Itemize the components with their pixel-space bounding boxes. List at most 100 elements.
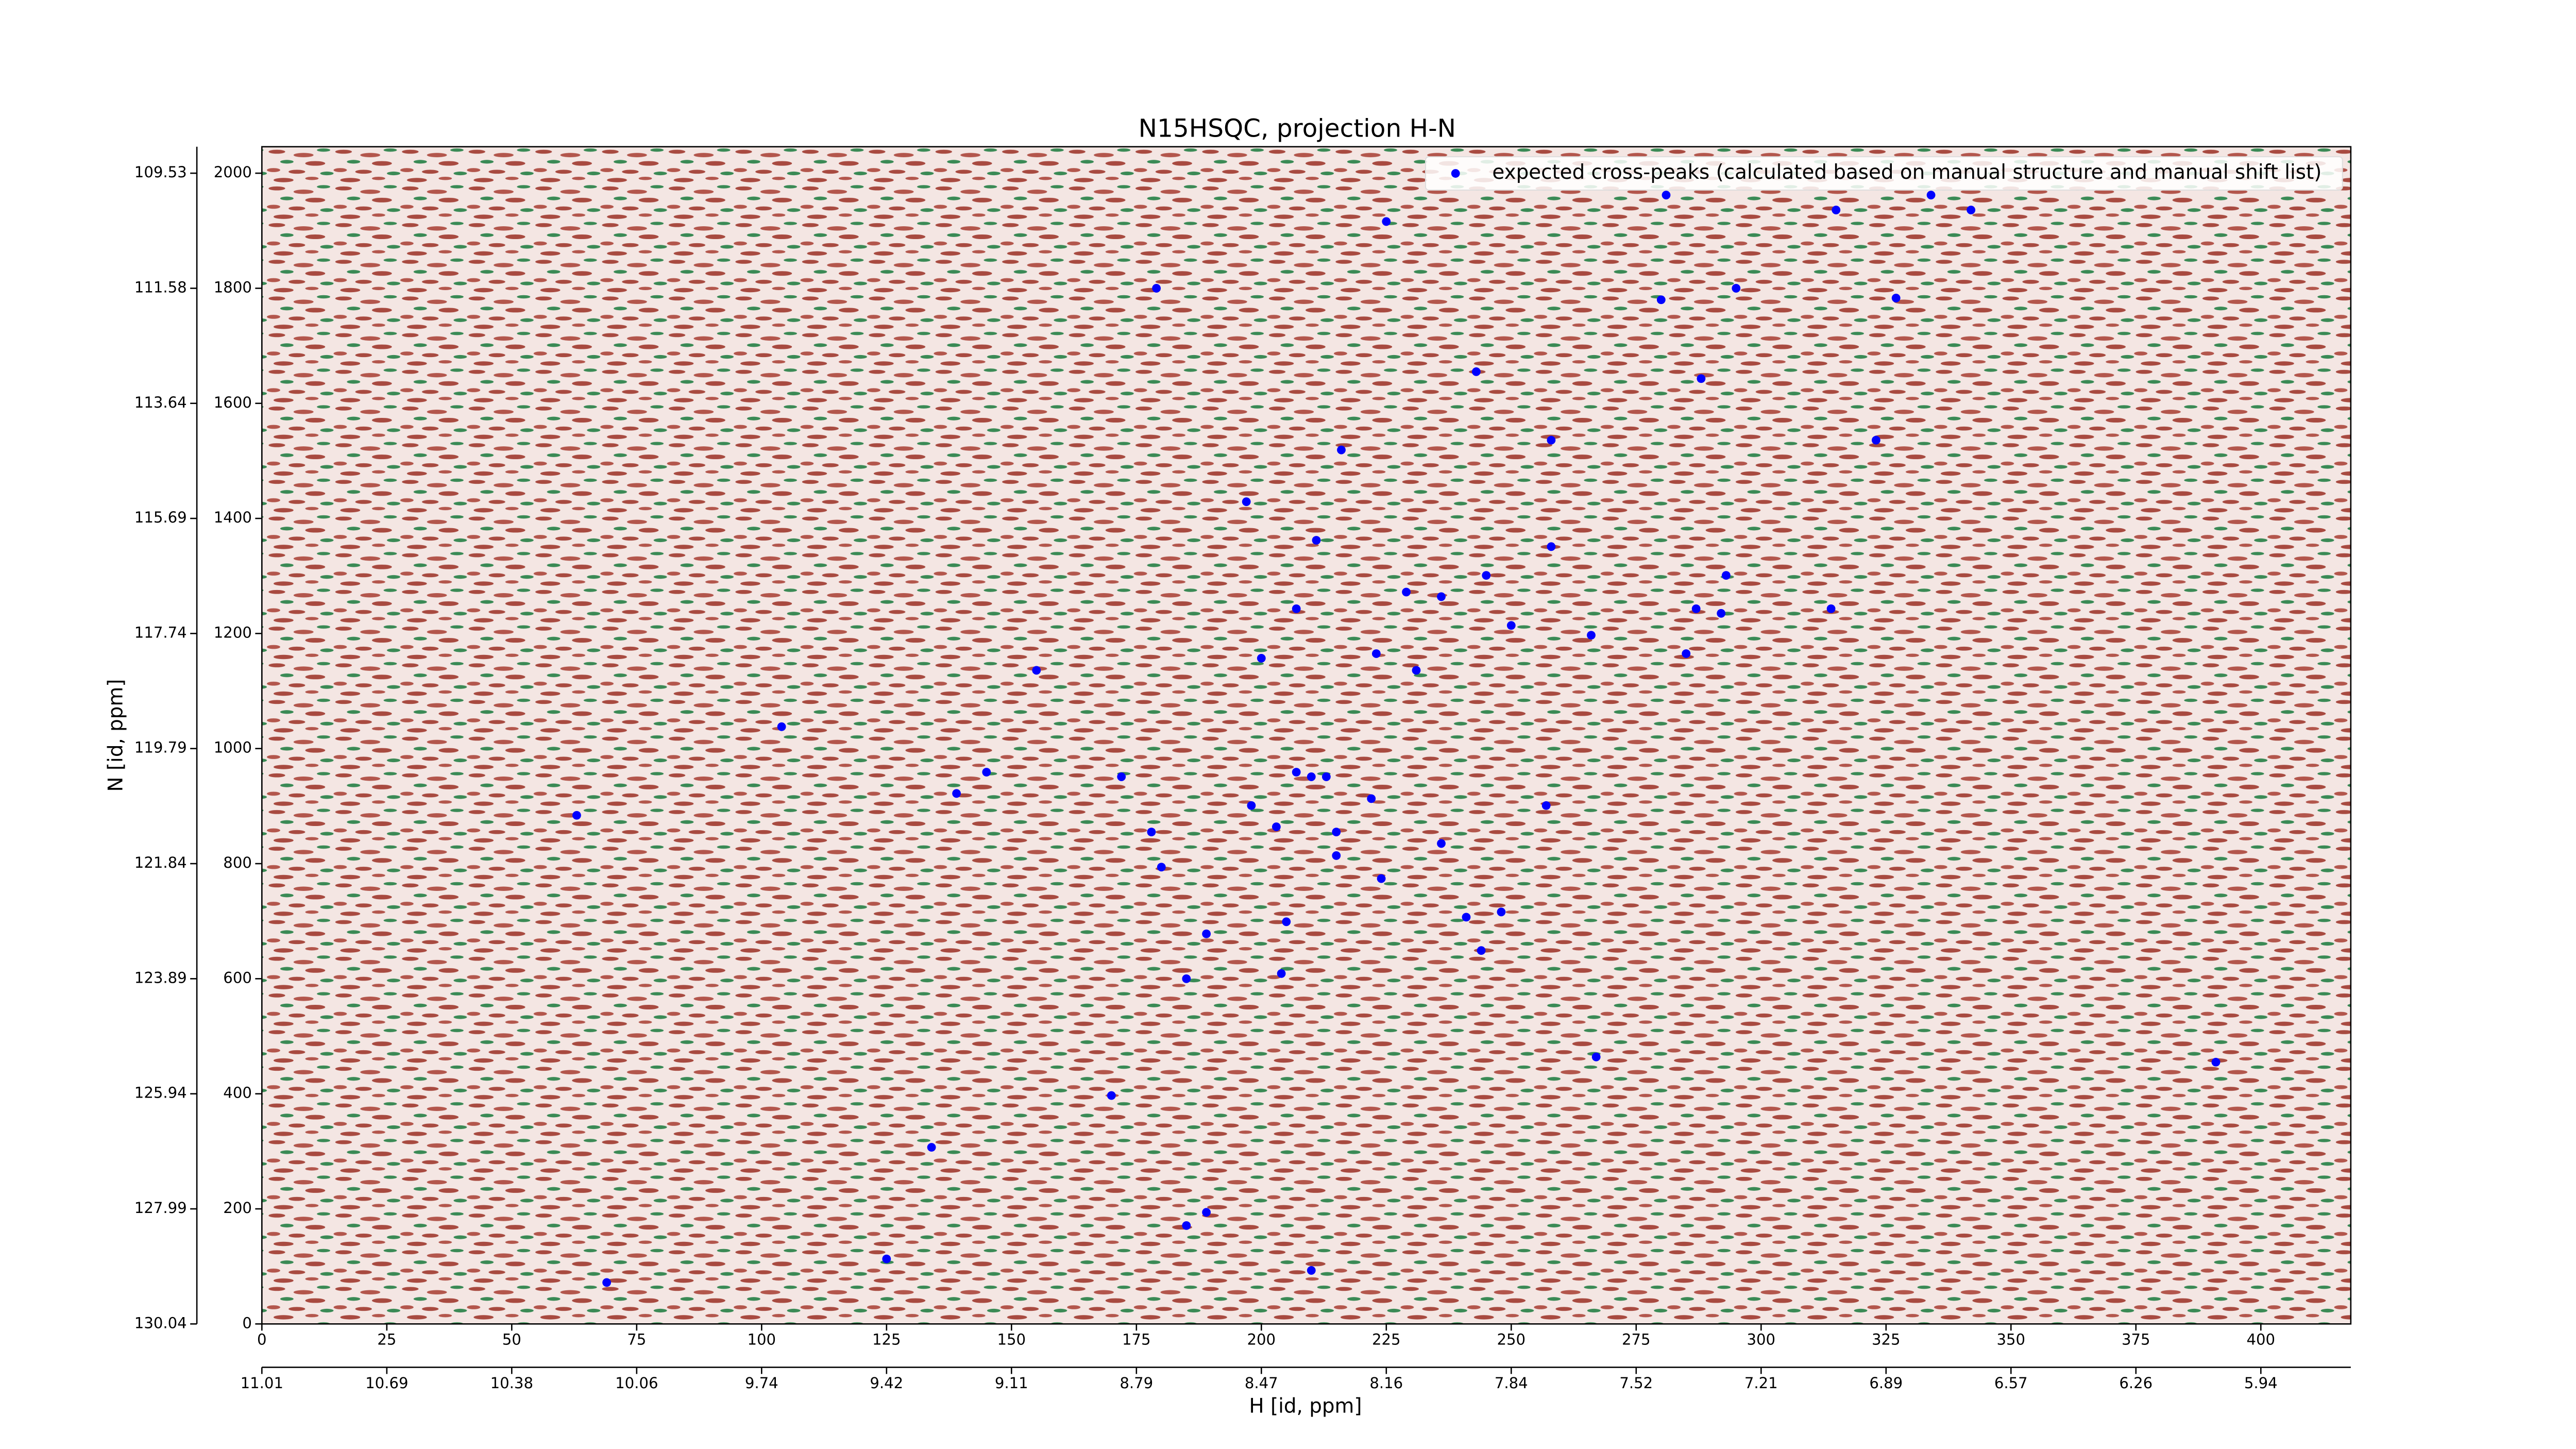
x-axis-label: H [id, ppm]	[1249, 1395, 1362, 1418]
y-ppm-tick-label: 121.84	[134, 854, 187, 871]
cross-peak	[1257, 653, 1266, 663]
cross-peak	[1826, 604, 1836, 613]
y-tick-label: 1000	[214, 739, 252, 756]
y-tick-label: 2000	[214, 163, 252, 181]
cross-peak	[1547, 542, 1556, 551]
cross-peak	[1292, 604, 1301, 613]
cross-peak	[1506, 621, 1516, 630]
x-tick-label: 150	[997, 1331, 1026, 1349]
cross-peak	[1382, 217, 1391, 226]
x-ppm-tick-label: 9.11	[995, 1374, 1028, 1392]
cross-peak	[1272, 822, 1281, 831]
cross-peak	[1477, 946, 1486, 955]
x-tick-label: 125	[872, 1331, 901, 1349]
cross-peak	[1107, 1091, 1116, 1100]
cross-peak	[1587, 631, 1596, 640]
x-ppm-tick-label: 8.16	[1369, 1374, 1403, 1392]
y-tick-label: 600	[223, 969, 252, 986]
x-ppm-tick-label: 6.26	[2119, 1374, 2153, 1392]
cross-peak	[1147, 828, 1156, 837]
spectrum-contours	[262, 146, 2351, 1324]
x-tick-label: 325	[1872, 1331, 1901, 1349]
x-tick-label: 350	[1997, 1331, 2026, 1349]
x-ppm-tick-label: 6.89	[1869, 1374, 1903, 1392]
x-tick-label: 275	[1622, 1331, 1651, 1349]
cross-peak	[1832, 206, 1841, 214]
cross-peak	[882, 1254, 891, 1263]
x-ppm-tick-label: 7.52	[1619, 1374, 1653, 1392]
y-ppm-tick-label: 113.64	[134, 394, 187, 411]
x-ppm-tick-label: 10.38	[490, 1374, 533, 1392]
legend-label: expected cross-peaks (calculated based o…	[1492, 161, 2321, 184]
x-ppm-tick-label: 8.79	[1120, 1374, 1153, 1392]
cross-peak	[1691, 604, 1701, 613]
cross-peak	[1402, 587, 1411, 597]
cross-peak	[1497, 907, 1506, 917]
cross-peak	[927, 1143, 936, 1152]
cross-peak	[1871, 435, 1880, 445]
x-tick-label: 400	[2247, 1331, 2276, 1349]
x-ppm-tick-label: 9.42	[870, 1374, 903, 1392]
cross-peak	[1721, 571, 1731, 580]
cross-peak	[1242, 497, 1251, 507]
x-ppm-tick-label: 10.69	[365, 1374, 408, 1392]
cross-peak	[1377, 874, 1386, 883]
y-ppm-tick-label: 119.79	[134, 739, 187, 756]
cross-peak	[1437, 839, 1446, 848]
legend: expected cross-peaks (calculated based o…	[1425, 156, 2343, 191]
cross-peak	[1157, 863, 1166, 872]
y-ppm-tick-label: 125.94	[134, 1084, 187, 1102]
cross-peak	[1202, 1208, 1211, 1217]
x-ppm-tick-label: 5.94	[2244, 1374, 2278, 1392]
y-tick-label: 400	[223, 1084, 252, 1102]
cross-peak	[1471, 367, 1481, 376]
cross-peak	[1182, 974, 1191, 983]
cross-peak	[1547, 435, 1556, 445]
x-ppm-tick-label: 10.06	[615, 1374, 658, 1392]
x-tick-label: 200	[1247, 1331, 1276, 1349]
y-tick-label: 1800	[214, 278, 252, 296]
cross-peak	[1202, 929, 1211, 938]
cross-peak	[1332, 828, 1341, 837]
x-tick-label: 75	[627, 1331, 646, 1349]
x-ppm-tick-label: 8.47	[1245, 1374, 1278, 1392]
x-ppm-tick-label: 7.21	[1744, 1374, 1778, 1392]
cross-peak	[1312, 536, 1321, 545]
cross-peak	[1437, 592, 1446, 601]
cross-peak	[1682, 649, 1691, 658]
y-tick-label: 800	[223, 854, 252, 871]
y-tick-label: 200	[223, 1199, 252, 1217]
cross-peak	[1482, 571, 1491, 580]
x-ppm-tick-label: 9.74	[745, 1374, 778, 1392]
y-tick-label: 1400	[214, 509, 252, 526]
x-ppm-tick-label: 6.57	[1994, 1374, 2028, 1392]
legend-marker	[1451, 169, 1460, 178]
y-ppm-tick-label: 109.53	[134, 163, 187, 181]
x-ppm-tick-label: 11.01	[241, 1374, 283, 1392]
cross-peak	[1152, 284, 1161, 293]
x-ppm-tick-label: 7.84	[1495, 1374, 1528, 1392]
cross-peak	[1662, 191, 1671, 199]
cross-peak	[2211, 1057, 2221, 1067]
cross-peak	[1541, 801, 1551, 810]
points	[572, 191, 2221, 1287]
cross-peak	[1307, 1266, 1316, 1275]
plot-frame	[261, 146, 2352, 1325]
cross-peak	[602, 1278, 612, 1287]
cross-peak	[1277, 969, 1286, 978]
cross-peak	[952, 789, 961, 798]
cross-peak	[777, 722, 786, 731]
chart-title: N15HSQC, projection H-N	[1139, 114, 1456, 143]
cross-peak	[1371, 649, 1381, 658]
cross-peak	[1032, 666, 1041, 675]
cross-peak	[1321, 772, 1331, 781]
cross-peak	[1891, 294, 1901, 302]
cross-peak	[1282, 917, 1291, 926]
cross-peak	[572, 811, 581, 820]
y-ppm-tick-label: 127.99	[134, 1199, 187, 1217]
y-tick-label: 0	[242, 1314, 252, 1332]
cross-peak	[1967, 206, 1976, 214]
x-tick-label: 175	[1122, 1331, 1151, 1349]
cross-peak	[1462, 913, 1471, 922]
